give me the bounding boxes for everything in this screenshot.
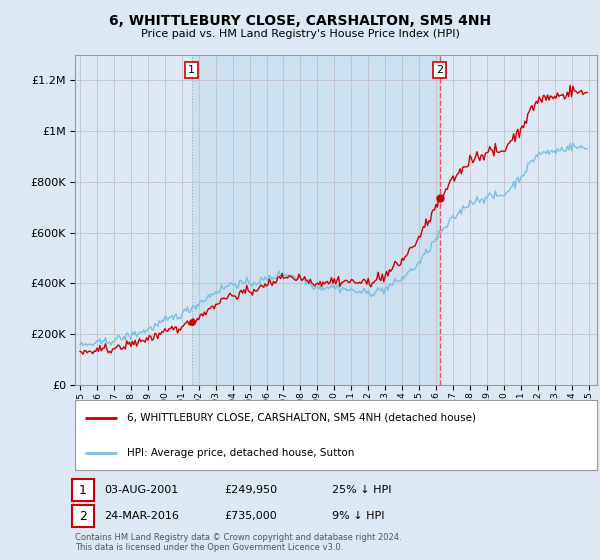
- Text: 6, WHITTLEBURY CLOSE, CARSHALTON, SM5 4NH (detached house): 6, WHITTLEBURY CLOSE, CARSHALTON, SM5 4N…: [127, 413, 476, 422]
- Text: £735,000: £735,000: [224, 511, 277, 521]
- Text: £249,950: £249,950: [224, 485, 277, 495]
- Text: 9% ↓ HPI: 9% ↓ HPI: [332, 511, 385, 521]
- Text: 1: 1: [188, 65, 195, 75]
- Text: Contains HM Land Registry data © Crown copyright and database right 2024.
This d: Contains HM Land Registry data © Crown c…: [75, 533, 401, 552]
- Text: 25% ↓ HPI: 25% ↓ HPI: [332, 485, 392, 495]
- Text: Price paid vs. HM Land Registry's House Price Index (HPI): Price paid vs. HM Land Registry's House …: [140, 29, 460, 39]
- Text: HPI: Average price, detached house, Sutton: HPI: Average price, detached house, Sutt…: [127, 447, 355, 458]
- Text: 2: 2: [436, 65, 443, 75]
- Bar: [191, 55, 440, 385]
- Text: 1: 1: [79, 483, 87, 497]
- Text: 2: 2: [79, 510, 87, 522]
- Text: 03-AUG-2001: 03-AUG-2001: [104, 485, 178, 495]
- Text: 6, WHITTLEBURY CLOSE, CARSHALTON, SM5 4NH: 6, WHITTLEBURY CLOSE, CARSHALTON, SM5 4N…: [109, 14, 491, 28]
- Text: 24-MAR-2016: 24-MAR-2016: [104, 511, 179, 521]
